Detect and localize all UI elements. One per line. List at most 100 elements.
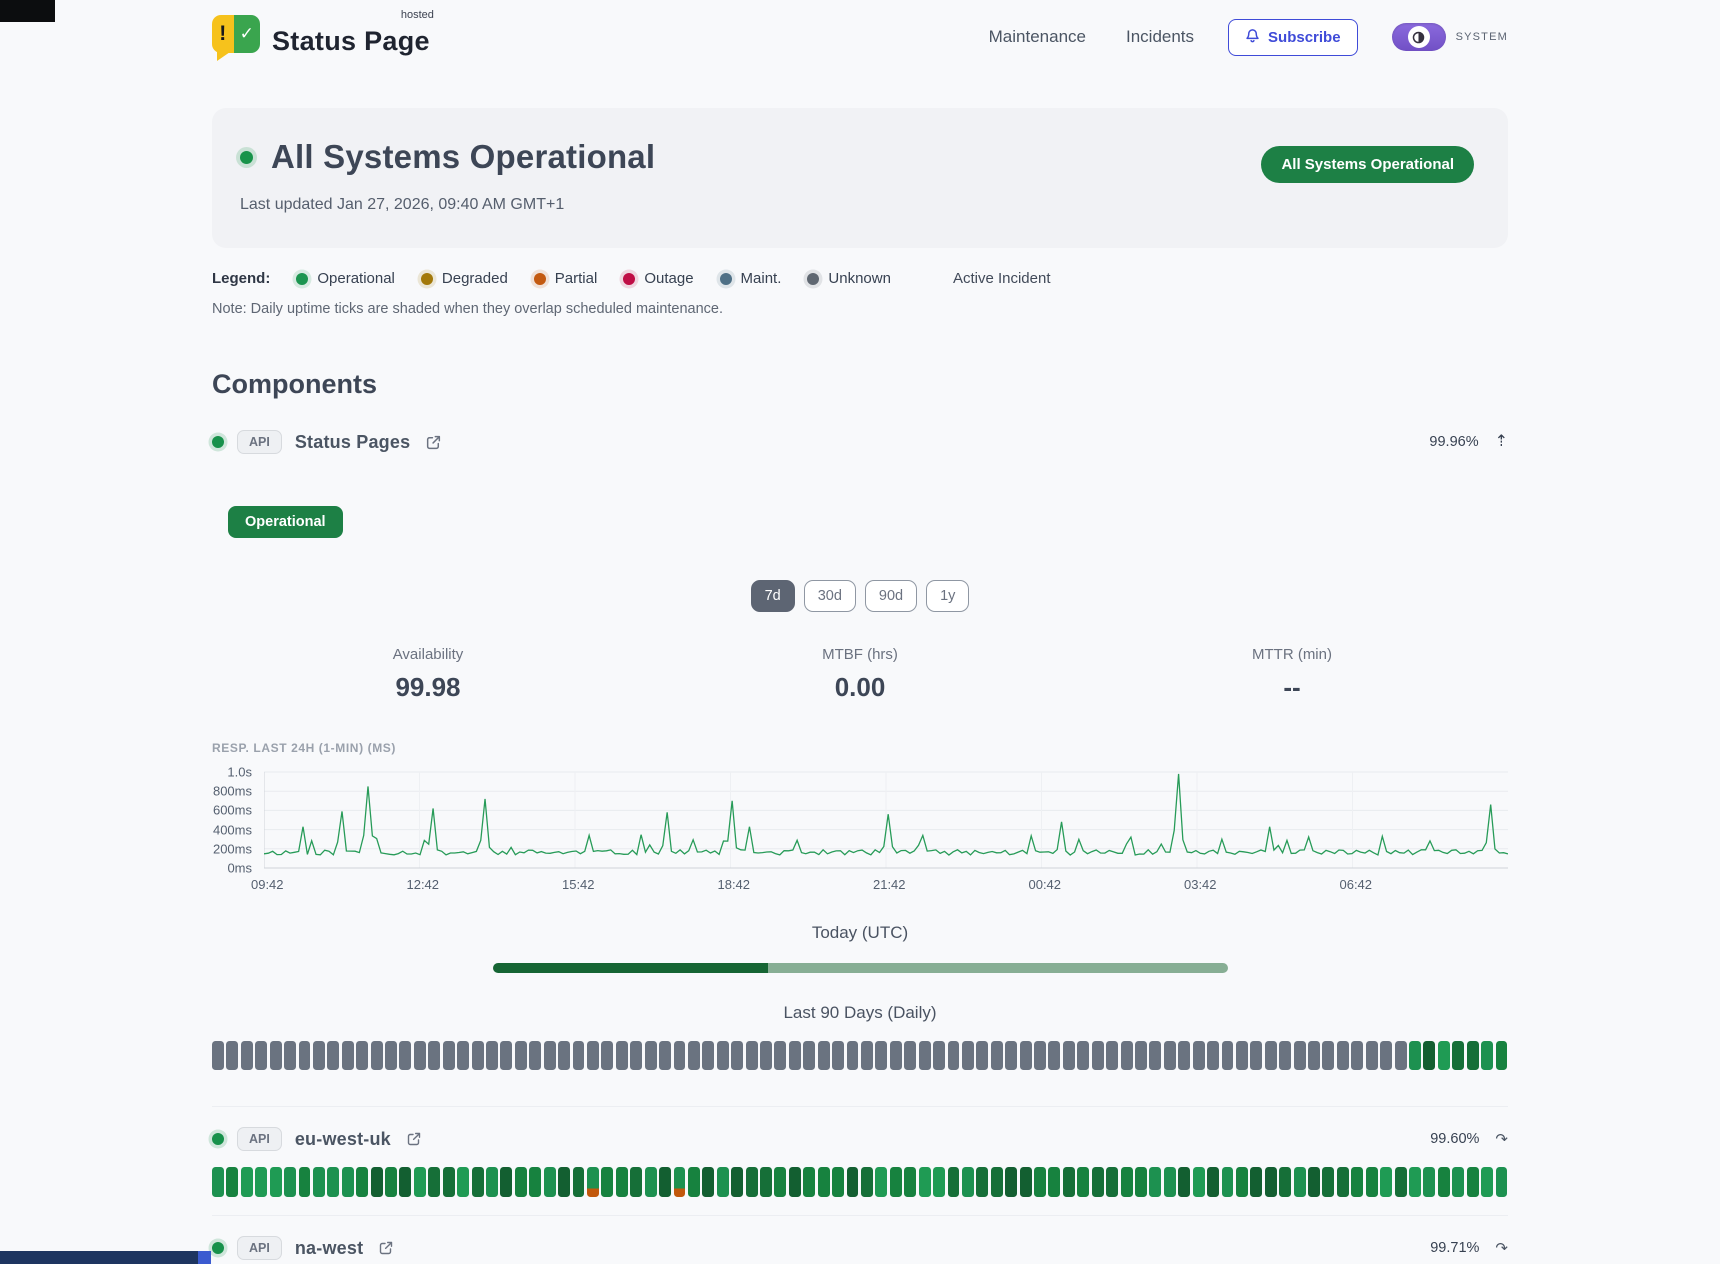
uptime-tick-operational	[659, 1167, 671, 1197]
component-tag-badge: API	[237, 1127, 282, 1151]
brand-logo[interactable]: ! ✓ Status Page hosted	[212, 9, 434, 61]
uptime-tick-unknown	[1293, 1041, 1306, 1070]
uptime-tick-unknown	[1135, 1041, 1147, 1070]
subscribe-label: Subscribe	[1268, 28, 1341, 46]
legend-items: Operational Degraded Partial Outage Maint. Un…	[296, 270, 891, 287]
uptime-tick-operational	[399, 1167, 412, 1197]
theme-toggle[interactable]	[1391, 23, 1446, 51]
nav-links: Maintenance Incidents	[989, 27, 1194, 47]
uptime-tick-unknown	[586, 1041, 599, 1070]
uptime-tick-unknown	[615, 1041, 628, 1070]
uptime-tick-operational	[1423, 1167, 1436, 1197]
uptime-tick-operational	[1495, 1167, 1508, 1197]
range-button-30d[interactable]: 30d	[803, 580, 856, 612]
collapse-icon[interactable]: ⇡	[1494, 433, 1508, 450]
uptime-tick-unknown	[1192, 1041, 1205, 1070]
external-link-icon[interactable]	[425, 434, 442, 451]
time-range-selector: 7d 30d 90d 1y	[212, 580, 1508, 612]
uptime-tick-unknown	[687, 1041, 700, 1070]
uptime-tick-operational	[774, 1167, 787, 1197]
component-uptime: 99.96%	[1429, 434, 1479, 450]
uptime-tick-unknown	[1120, 1041, 1133, 1070]
uptime-tick-unknown	[774, 1041, 787, 1070]
chart-y-axis: 1.0s 800ms 600ms 400ms 200ms 0ms	[212, 765, 256, 876]
today-progress: Today (UTC)	[212, 923, 1508, 973]
nav-link-incidents[interactable]: Incidents	[1125, 27, 1195, 46]
uptime-tick-unknown	[486, 1041, 498, 1070]
component-header-toggle-eu-west-uk[interactable]: API eu-west-uk	[212, 1127, 422, 1151]
uptime-tick-unknown	[457, 1041, 470, 1070]
uptime-tick-operational	[1106, 1167, 1119, 1197]
uptime-tick-operational	[312, 1167, 325, 1197]
legend-dot	[420, 272, 433, 285]
uptime-tick-operational	[558, 1167, 571, 1197]
uptime-tick-unknown	[918, 1041, 931, 1070]
uptime-tick-operational	[1178, 1167, 1191, 1197]
uptime-tick-unknown	[370, 1041, 383, 1070]
uptime-tick-operational	[1336, 1167, 1349, 1197]
external-link-icon[interactable]	[406, 1131, 422, 1147]
subscribe-button[interactable]: Subscribe	[1228, 18, 1358, 56]
legend-item-label: Outage	[644, 270, 694, 287]
chart-x-tick: 15:42	[561, 877, 595, 892]
component-status-dot	[212, 436, 224, 448]
uptime-tick-operational	[601, 1167, 614, 1197]
external-link-icon[interactable]	[378, 1240, 394, 1256]
component-header-status-pages[interactable]: API Status Pages	[212, 430, 442, 454]
uptime-tick-operational	[918, 1167, 931, 1197]
uptime-tick-operational	[212, 1167, 224, 1197]
uptime-tick-operational	[1034, 1167, 1046, 1197]
uptime-tick-unknown	[976, 1041, 989, 1070]
legend-dot	[296, 272, 309, 285]
range-button-90d[interactable]: 90d	[864, 580, 918, 612]
nav-link-maintenance[interactable]: Maintenance	[988, 27, 1086, 46]
uptime-tick-operational	[1135, 1167, 1147, 1197]
range-button-1y[interactable]: 1y	[926, 580, 970, 612]
uptime-tick-operational	[442, 1167, 455, 1197]
response-time-chart: RESP. LAST 24H (1-MIN) (MS) 1.0s 800ms 600…	[212, 741, 1508, 897]
legend-item-label: Partial	[554, 270, 598, 287]
uptime-tick-operational	[1264, 1167, 1277, 1197]
expand-icon[interactable]: ↷	[1495, 1239, 1508, 1257]
component-name: na-west	[294, 1237, 364, 1258]
chart-x-tick: 03:42	[1183, 877, 1217, 892]
uptime-tick-operational	[1149, 1167, 1162, 1197]
uptime-tick-unknown	[875, 1041, 888, 1070]
uptime-tick-operational	[615, 1167, 628, 1197]
uptime-tick-operational	[1495, 1041, 1508, 1070]
component-status-badge: Operational	[228, 506, 343, 538]
uptime-tick-operational	[457, 1167, 470, 1197]
component-name: Status Pages	[294, 431, 411, 452]
uptime-tick-unknown	[832, 1041, 845, 1070]
legend-label: Legend:	[212, 270, 271, 287]
uptime-tick-unknown	[803, 1041, 816, 1070]
chart-y-tick: 0ms	[227, 860, 252, 876]
uptime-tick-operational	[933, 1167, 946, 1197]
uptime-tick-operational	[1380, 1167, 1393, 1197]
expand-icon[interactable]: ↷	[1495, 1130, 1508, 1148]
uptime-tick-bar	[212, 1167, 1508, 1197]
component-status-pages: API Status Pages 99.96% ⇡ Operational 7d…	[212, 410, 1508, 1096]
uptime-tick-unknown	[543, 1041, 556, 1070]
uptime-tick-unknown	[630, 1041, 643, 1070]
uptime-tick-operational	[702, 1167, 715, 1197]
uptime-tick-operational	[1163, 1167, 1176, 1197]
stat-value: 99.98	[395, 672, 461, 702]
component-header-toggle-na-west[interactable]: API na-west	[212, 1236, 394, 1260]
range-button-7d[interactable]: 7d	[750, 580, 795, 612]
uptime-tick-operational	[1481, 1167, 1494, 1197]
component-header-eu-west-uk: API eu-west-uk 99.60% ↷	[212, 1107, 1508, 1157]
uptime-tick-operational	[630, 1167, 643, 1197]
uptime-tick-unknown	[1034, 1041, 1046, 1070]
uptime-tick-operational	[1062, 1167, 1075, 1197]
uptime-tick-unknown	[356, 1041, 369, 1070]
uptime-tick-unknown	[471, 1041, 484, 1070]
chart-x-tick: 12:42	[406, 877, 440, 892]
uptime-tick-operational	[1466, 1167, 1479, 1197]
speech-bubble-tail	[217, 52, 230, 61]
uptime-tick-operational	[226, 1167, 239, 1197]
today-progress-remaining	[768, 963, 1228, 973]
uptime-tick-operational	[255, 1167, 268, 1197]
uptime-tick-unknown	[413, 1041, 426, 1070]
legend-item-maint: Maint.	[719, 270, 781, 287]
